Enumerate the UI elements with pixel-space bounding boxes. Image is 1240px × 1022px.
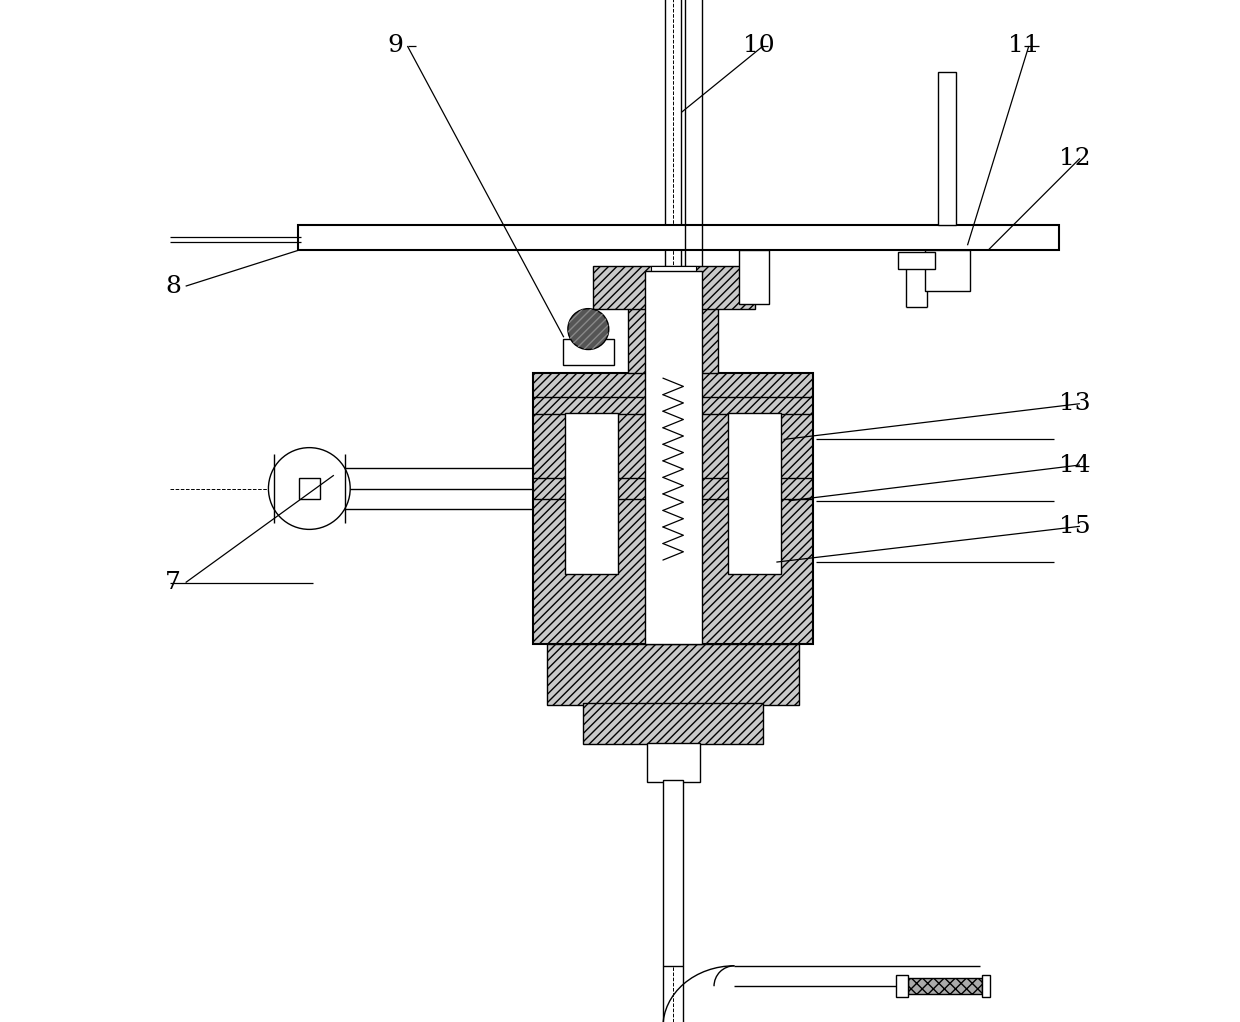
Bar bbox=[298, 225, 1059, 250]
Text: 10: 10 bbox=[743, 35, 774, 57]
Bar bbox=[982, 975, 990, 997]
Bar bbox=[728, 413, 781, 574]
Bar bbox=[651, 266, 696, 309]
Bar bbox=[646, 743, 699, 782]
Bar bbox=[299, 478, 320, 499]
Bar bbox=[645, 271, 702, 644]
Bar bbox=[547, 644, 799, 705]
Text: 7: 7 bbox=[165, 571, 181, 594]
Bar bbox=[533, 373, 813, 644]
Bar bbox=[594, 266, 755, 309]
Bar bbox=[629, 307, 718, 373]
Circle shape bbox=[568, 309, 609, 350]
Text: 11: 11 bbox=[1008, 35, 1040, 57]
Bar bbox=[898, 252, 935, 269]
Bar bbox=[564, 413, 618, 574]
Text: 14: 14 bbox=[1059, 454, 1091, 476]
Bar bbox=[897, 975, 908, 997]
Bar bbox=[583, 703, 763, 744]
Text: 9: 9 bbox=[387, 35, 403, 57]
Bar bbox=[925, 250, 970, 291]
Circle shape bbox=[268, 448, 350, 529]
Bar bbox=[563, 339, 614, 365]
Text: 12: 12 bbox=[1059, 147, 1091, 170]
Bar bbox=[937, 72, 956, 225]
Text: 8: 8 bbox=[165, 275, 181, 297]
Bar bbox=[663, 780, 683, 966]
Text: 13: 13 bbox=[1059, 392, 1091, 415]
Bar bbox=[739, 250, 769, 304]
Text: 15: 15 bbox=[1059, 515, 1091, 538]
Bar bbox=[908, 978, 982, 994]
